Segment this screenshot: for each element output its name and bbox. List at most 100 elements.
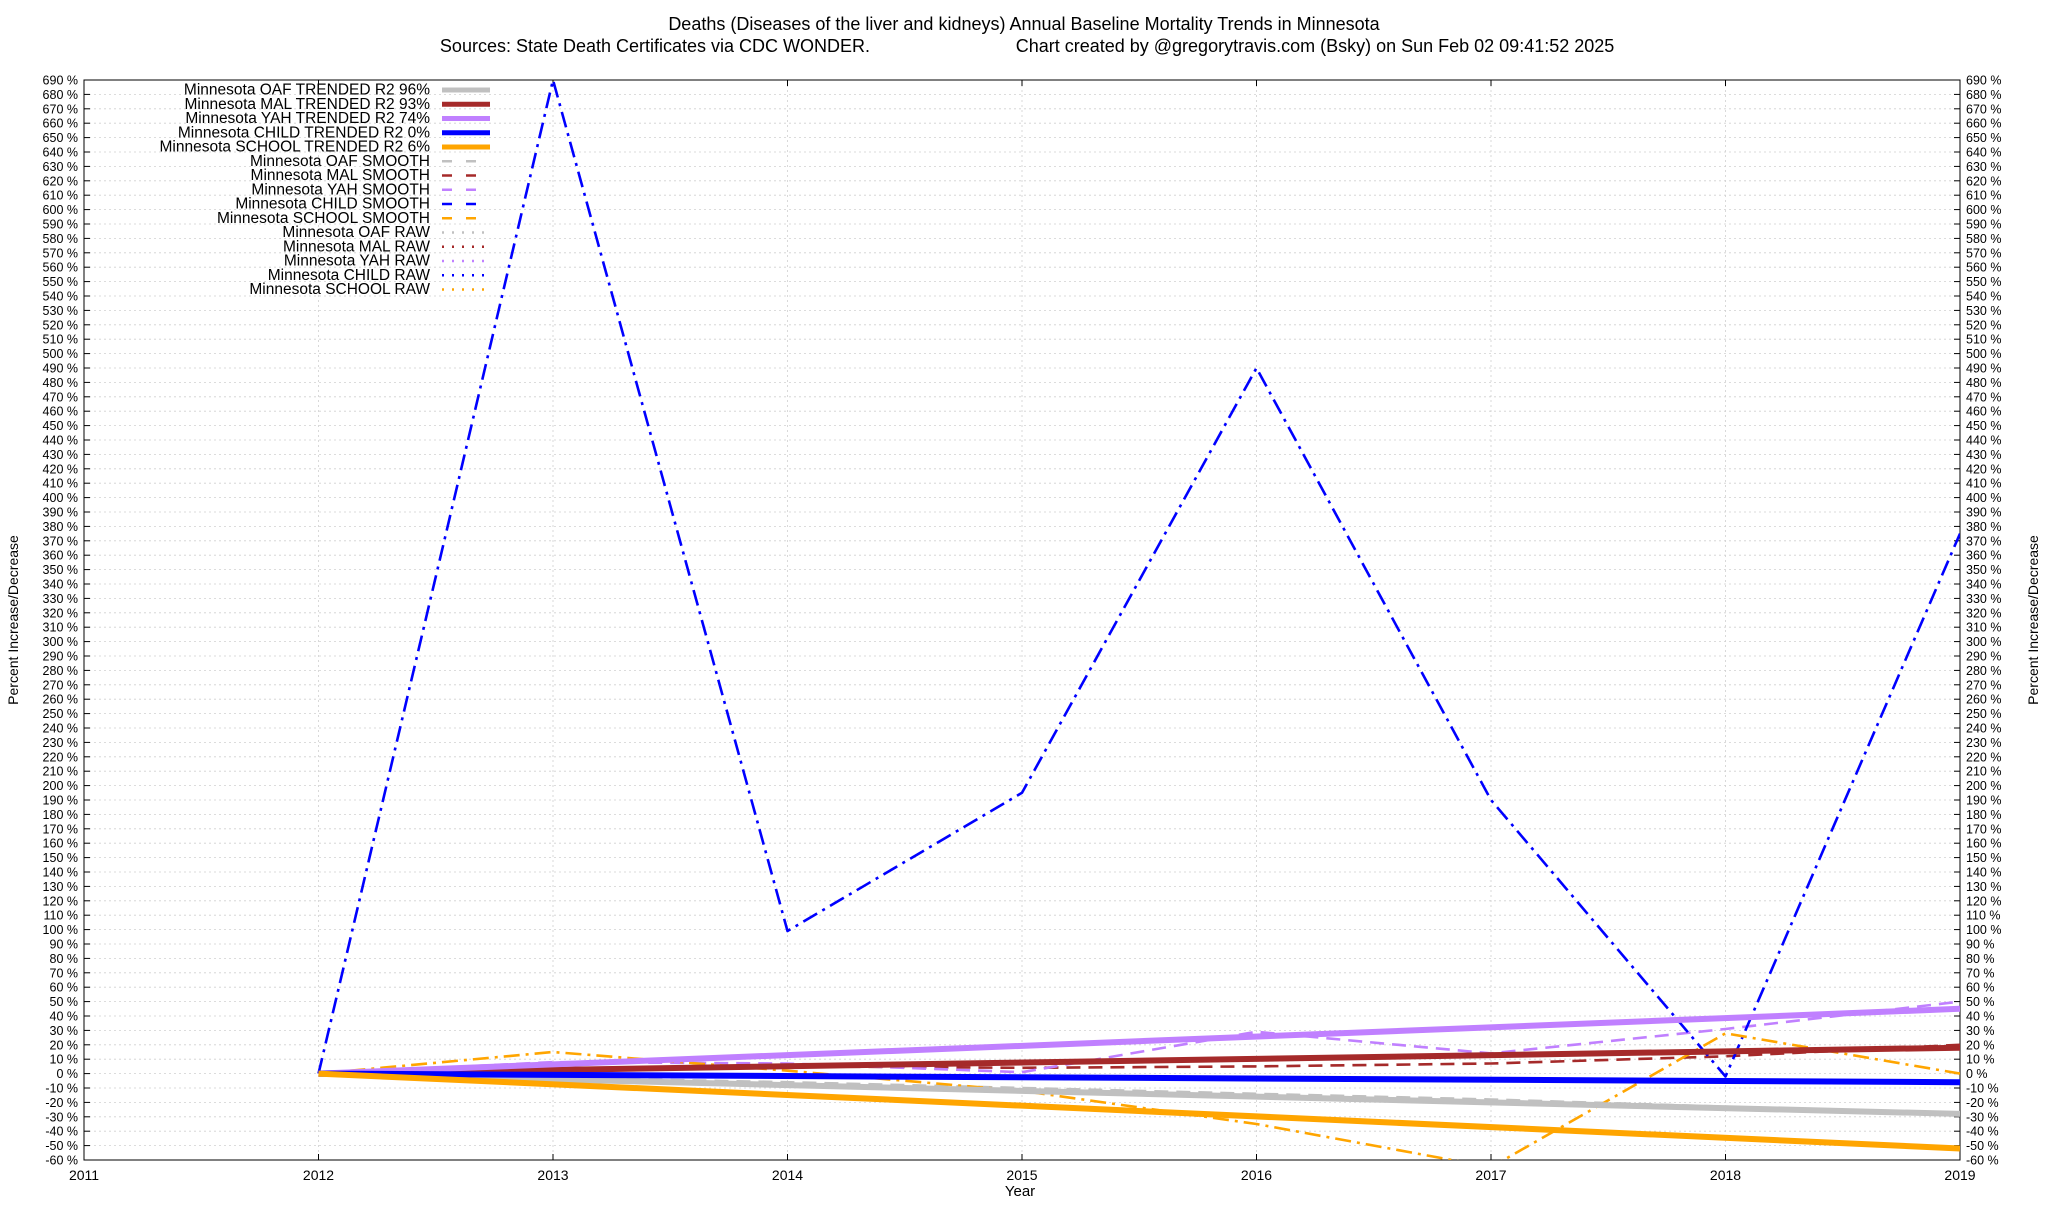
y2-tick-label: 390 % — [1966, 506, 2001, 520]
y2-tick-label: -30 % — [1966, 1110, 1999, 1124]
y2-tick-label: -40 % — [1966, 1125, 1999, 1139]
series-line-trend — [318, 1070, 1960, 1086]
y-tick-label: 110 % — [43, 909, 78, 923]
y-tick-label: 150 % — [43, 851, 78, 865]
y2-tick-label: 330 % — [1966, 592, 2001, 606]
y2-tick-label: 600 % — [1966, 203, 2001, 217]
y-tick-label: 190 % — [43, 794, 78, 808]
x-tick-label: 2012 — [303, 1167, 334, 1183]
y-tick-label: -50 % — [45, 1139, 78, 1153]
y-tick-label: 350 % — [43, 563, 78, 577]
y-tick-label: 80 % — [50, 952, 79, 966]
y2-tick-label: 400 % — [1966, 491, 2001, 505]
y2-tick-label: 200 % — [1966, 779, 2001, 793]
y2-tick-label: 340 % — [1966, 578, 2001, 592]
x-tick-label: 2011 — [69, 1167, 99, 1183]
legend-label: Minnesota OAF RAW — [282, 224, 430, 241]
y-tick-label: 170 % — [43, 822, 78, 836]
y2-tick-label: 20 % — [1966, 1038, 1995, 1052]
y2-tick-label: 10 % — [1966, 1053, 1995, 1067]
y2-tick-label: 30 % — [1966, 1024, 1995, 1038]
y2-tick-label: 300 % — [1966, 635, 2001, 649]
y-tick-label: -60 % — [45, 1154, 78, 1168]
legend-label: Minnesota CHILD TRENDED R2 0% — [178, 124, 430, 141]
y2-tick-label: 500 % — [1966, 347, 2001, 361]
series-line-smooth — [317, 80, 1960, 1078]
y2-tick-label: 270 % — [1966, 678, 2001, 692]
y2-tick-label: 310 % — [1966, 621, 2001, 635]
y2-tick-label: 560 % — [1966, 261, 2001, 275]
y-tick-label: 250 % — [43, 707, 78, 721]
y-tick-label: 210 % — [43, 765, 78, 779]
series-line-trend — [318, 1044, 1960, 1077]
y-tick-label: 290 % — [43, 650, 78, 664]
y-tick-label: 280 % — [43, 664, 78, 678]
y-tick-label: 360 % — [43, 549, 78, 563]
y2-tick-label: 450 % — [1966, 419, 2001, 433]
y2-tick-label: 140 % — [1966, 866, 2001, 880]
x-tick-label: 2018 — [1710, 1167, 1741, 1183]
y2-tick-label: 160 % — [1966, 837, 2001, 851]
y-tick-label: 490 % — [43, 362, 78, 376]
y-tick-label: 580 % — [43, 232, 78, 246]
y-tick-label: 90 % — [50, 938, 79, 952]
y-tick-label: 270 % — [43, 678, 78, 692]
x-tick-label: 2014 — [772, 1167, 803, 1183]
y-tick-label: 560 % — [43, 261, 78, 275]
y2-tick-label: 650 % — [1966, 131, 2001, 145]
y2-tick-label: 350 % — [1966, 563, 2001, 577]
y2-tick-label: 290 % — [1966, 650, 2001, 664]
y-tick-label: 30 % — [50, 1024, 79, 1038]
y-tick-label: 340 % — [43, 578, 78, 592]
y2-tick-label: 430 % — [1966, 448, 2001, 462]
legend-label: Minnesota YAH RAW — [284, 253, 431, 270]
y2-tick-label: 480 % — [1966, 376, 2001, 390]
y2-tick-label: 530 % — [1966, 304, 2001, 318]
y2-tick-label: 180 % — [1966, 808, 2001, 822]
y-tick-label: 160 % — [43, 837, 78, 851]
x-axis-label: Year — [1005, 1183, 1035, 1200]
y-tick-label: 310 % — [43, 621, 78, 635]
x-tick-label: 2016 — [1241, 1167, 1272, 1183]
y2-tick-label: 370 % — [1966, 534, 2001, 548]
chart-subtitle-right: Chart created by @gregorytravis.com (Bsk… — [1016, 36, 1615, 56]
y-tick-label: 420 % — [43, 462, 78, 476]
y2-tick-label: 570 % — [1966, 246, 2001, 260]
y-tick-label: 530 % — [43, 304, 78, 318]
x-tick-label: 2019 — [1944, 1167, 1975, 1183]
y-tick-label: 640 % — [43, 146, 78, 160]
y-tick-label: 610 % — [43, 189, 78, 203]
y2-tick-label: 520 % — [1966, 318, 2001, 332]
series-line-smooth — [318, 1032, 1960, 1160]
series-line-trend — [318, 1070, 1960, 1117]
y2-tick-label: 0 % — [1966, 1067, 1988, 1081]
y-tick-label: 680 % — [43, 88, 78, 102]
legend-label: Minnesota OAF TRENDED R2 96% — [184, 82, 430, 99]
y2-tick-label: 210 % — [1966, 765, 2001, 779]
axes: -60 % -60 %-50 % -50 %-40 % -40 %-30 % -30 %… — [43, 74, 2002, 1184]
y2-tick-label: 610 % — [1966, 189, 2001, 203]
y2-tick-label: 130 % — [1966, 880, 2001, 894]
y-tick-label: -10 % — [45, 1082, 78, 1096]
chart-title: Deaths (Diseases of the liver and kidney… — [668, 14, 1380, 34]
y-tick-label: 570 % — [43, 246, 78, 260]
y-tick-label: 510 % — [43, 333, 78, 347]
y2-tick-label: 380 % — [1966, 520, 2001, 534]
y2-tick-label: 230 % — [1966, 736, 2001, 750]
y-tick-label: 500 % — [43, 347, 78, 361]
y-tick-label: 100 % — [43, 923, 78, 937]
y2-tick-label: 420 % — [1966, 462, 2001, 476]
y2-tick-label: 510 % — [1966, 333, 2001, 347]
y-tick-label: 70 % — [50, 966, 79, 980]
y2-tick-label: 280 % — [1966, 664, 2001, 678]
y2-tick-label: 550 % — [1966, 275, 2001, 289]
y2-tick-label: 360 % — [1966, 549, 2001, 563]
y2-tick-label: 590 % — [1966, 218, 2001, 232]
y2-tick-label: 620 % — [1966, 174, 2001, 188]
y2-tick-label: 640 % — [1966, 146, 2001, 160]
y2-tick-label: 110 % — [1966, 909, 2001, 923]
y2-tick-label: 580 % — [1966, 232, 2001, 246]
y-tick-label: 630 % — [43, 160, 78, 174]
y-tick-label: 300 % — [43, 635, 78, 649]
